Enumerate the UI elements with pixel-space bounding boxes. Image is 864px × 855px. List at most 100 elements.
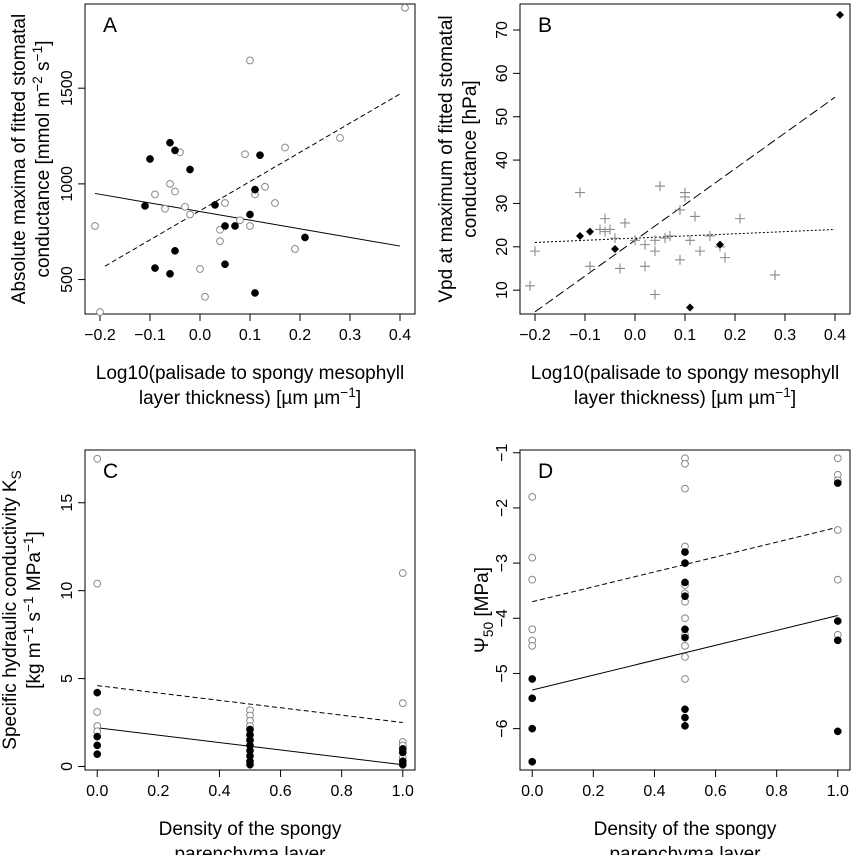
data-point-filled-circle [528, 724, 537, 733]
data-point-plus [680, 187, 690, 198]
data-point-plus [530, 246, 540, 257]
data-point-open-circle [93, 579, 102, 588]
x-tick-label: −0.1 [134, 327, 166, 344]
data-point-filled-circle [833, 479, 842, 487]
data-point-filled-circle [681, 633, 689, 642]
data-point-filled-circle [211, 201, 219, 209]
data-point-plus [585, 261, 595, 272]
data-point-open-circle [236, 216, 244, 225]
data-point-open-circle [281, 143, 289, 152]
data-point-filled-circle [93, 688, 102, 697]
plot-frame [84, 449, 416, 771]
y-tick-label: 60 [494, 64, 511, 82]
data-point-open-circle [161, 204, 169, 213]
data-point-filled-circle [231, 222, 239, 230]
fit-line-solid [532, 615, 838, 691]
data-point-plus [690, 211, 700, 222]
plot-frame [84, 3, 416, 315]
data-point-open-circle [528, 625, 537, 634]
data-point-plus [640, 261, 650, 272]
data-point-plus [575, 187, 585, 198]
data-point-plus [525, 280, 535, 291]
data-point-open-circle [681, 652, 689, 661]
panel-letter: B [538, 14, 552, 37]
data-point-plus [595, 224, 605, 235]
x-axis-label: Log10(palisade to spongy mesophyll [96, 363, 404, 384]
data-point-filled-diamond [686, 303, 694, 312]
y-tick-label: 1500 [59, 70, 76, 106]
data-point-plus [705, 230, 715, 241]
x-tick-label: 0.0 [189, 327, 211, 344]
y-tick-label: 20 [494, 238, 511, 256]
x-tick-label: 0.4 [824, 327, 846, 344]
y-axis-label: Vpd at maximum of fitted stomatal [436, 15, 457, 302]
x-tick-label: 0.8 [766, 783, 788, 800]
plot-frame [519, 449, 851, 771]
y-tick-label: 30 [494, 194, 511, 212]
x-tick-label: 0.0 [624, 327, 646, 344]
data-point-open-circle [336, 134, 344, 142]
data-point-open-circle [216, 237, 224, 246]
data-point-plus [620, 217, 630, 228]
data-point-filled-circle [93, 741, 102, 750]
data-point-plus [695, 246, 705, 257]
x-tick-label: 1.0 [827, 783, 849, 800]
x-tick-label: 0.2 [724, 327, 746, 344]
y-axis-label: Specific hydraulic conductivity KS [0, 470, 24, 749]
x-tick-label: 0.1 [239, 327, 261, 344]
x-axis-label: Density of the spongy [159, 819, 342, 840]
y-tick-label: −3 [494, 554, 511, 572]
data-point-open-circle [201, 292, 209, 301]
data-point-filled-circle [186, 165, 194, 174]
data-point-filled-circle [221, 222, 229, 230]
x-tick-label: 0.8 [331, 783, 353, 800]
data-point-open-circle [528, 575, 537, 584]
data-point-open-circle [291, 245, 299, 253]
x-tick-label: 0.4 [389, 327, 411, 344]
x-tick-label: 0.2 [289, 327, 311, 344]
data-point-filled-circle [93, 750, 102, 759]
fit-line-longdash [534, 96, 836, 313]
y-tick-label: 50 [494, 108, 511, 126]
data-point-filled-circle [833, 727, 842, 736]
data-point-filled-circle [681, 713, 689, 722]
data-point-plus [650, 235, 660, 246]
data-point-plus [600, 226, 610, 237]
data-point-filled-diamond [611, 244, 619, 253]
data-point-filled-diamond [716, 240, 724, 249]
panel-letter: C [103, 460, 118, 483]
data-point-plus [720, 252, 730, 263]
data-point-open-circle [833, 575, 842, 584]
y-tick-label: 15 [59, 494, 76, 512]
y-tick-label: −1 [494, 444, 511, 462]
data-point-plus [660, 233, 670, 244]
fit-line-dashed [97, 685, 403, 724]
x-tick-label: −0.1 [569, 327, 601, 344]
data-point-open-circle [528, 553, 537, 562]
data-point-filled-diamond [836, 10, 844, 19]
data-point-filled-circle [833, 617, 842, 625]
y-tick-label: 40 [494, 151, 511, 169]
fit-line-solid [94, 192, 401, 247]
data-point-open-circle [681, 675, 689, 683]
x-tick-label: 0.0 [521, 783, 543, 800]
y-tick-label: −6 [494, 719, 511, 737]
data-point-open-circle [271, 199, 279, 207]
data-point-filled-circle [171, 146, 179, 155]
y-axis-label: Absolute maxima of fitted stomatal [9, 14, 30, 304]
data-point-open-circle [833, 526, 842, 534]
y-tick-label: 70 [494, 21, 511, 39]
data-point-filled-circle [398, 760, 407, 769]
data-point-open-circle [186, 210, 194, 219]
x-tick-label: 0.4 [208, 783, 230, 800]
data-point-filled-circle [528, 757, 537, 766]
x-tick-label: 0.2 [582, 783, 604, 800]
data-point-filled-circle [681, 705, 689, 714]
y-axis-label: [kg m−1 s−1 MPa−1] [21, 531, 45, 689]
x-tick-label: 0.0 [86, 783, 108, 800]
data-point-filled-circle [246, 760, 254, 769]
data-point-open-circle [681, 614, 689, 623]
data-point-filled-circle [256, 151, 264, 160]
data-point-open-circle [401, 3, 409, 12]
